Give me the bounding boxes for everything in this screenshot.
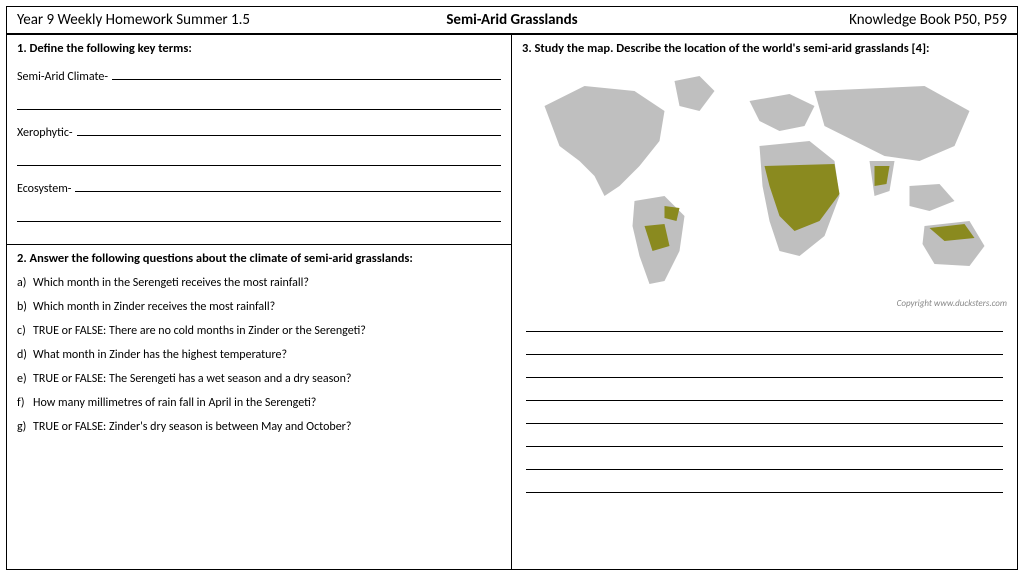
q1-title: 1. Define the following key terms: [17,41,501,56]
answer-line[interactable] [526,414,1003,424]
item-letter: c) [17,324,33,338]
answer-line[interactable] [526,322,1003,332]
list-item: e)TRUE or FALSE: The Serengeti has a wet… [17,372,501,386]
item-letter: f) [17,396,33,410]
item-text: TRUE or FALSE: The Serengeti has a wet s… [33,372,351,386]
answer-line[interactable] [526,437,1003,447]
list-item: c)TRUE or FALSE: There are no cold month… [17,324,501,338]
blank-line[interactable] [75,180,501,192]
term-label: Xerophytic- [17,126,73,140]
blank-line[interactable] [17,210,501,222]
blank-line[interactable] [17,154,501,166]
blank-line[interactable] [112,68,501,80]
map-svg [522,66,1007,296]
header-left: Year 9 Weekly Homework Summer 1.5 [17,11,347,29]
list-item: a)Which month in the Serengeti receives … [17,276,501,290]
term-row: Ecosystem- [17,180,501,196]
q2-list: a)Which month in the Serengeti receives … [17,276,501,434]
item-text: What month in Zinder has the highest tem… [33,348,287,362]
item-letter: d) [17,348,33,362]
q2-title: 2. Answer the following questions about … [17,251,501,266]
list-item: d)What month in Zinder has the highest t… [17,348,501,362]
list-item: f)How many millimetres of rain fall in A… [17,396,501,410]
term-label: Semi-Arid Climate- [17,70,108,84]
map-credit: Copyright www.ducksters.com [522,298,1007,309]
list-item: b)Which month in Zinder receives the mos… [17,300,501,314]
blank-line[interactable] [77,124,501,136]
item-letter: e) [17,372,33,386]
term-row: Semi-Arid Climate- [17,68,501,84]
item-text: TRUE or FALSE: Zinder's dry season is be… [33,420,351,434]
item-text: How many millimetres of rain fall in Apr… [33,396,316,410]
answer-line[interactable] [526,391,1003,401]
answer-line[interactable] [526,483,1003,493]
worksheet: Year 9 Weekly Homework Summer 1.5 Semi-A… [6,6,1018,570]
header-bar: Year 9 Weekly Homework Summer 1.5 Semi-A… [7,7,1017,35]
item-letter: b) [17,300,33,314]
right-column: 3. Study the map. Describe the location … [512,35,1017,569]
item-text: Which month in Zinder receives the most … [33,300,275,314]
world-map [522,66,1007,296]
answer-area [522,309,1007,506]
blank-line[interactable] [17,98,501,110]
left-column: 1. Define the following key terms: Semi-… [7,35,512,569]
answer-line[interactable] [526,460,1003,470]
answer-line[interactable] [526,368,1003,378]
question-1: 1. Define the following key terms: Semi-… [7,35,511,245]
answer-line[interactable] [526,345,1003,355]
term-label: Ecosystem- [17,182,71,196]
item-letter: g) [17,420,33,434]
body: 1. Define the following key terms: Semi-… [7,35,1017,569]
term-row: Xerophytic- [17,124,501,140]
item-text: TRUE or FALSE: There are no cold months … [33,324,366,338]
header-title: Semi-Arid Grasslands [347,11,677,29]
header-right: Knowledge Book P50, P59 [677,11,1007,29]
q3-title: 3. Study the map. Describe the location … [522,41,1007,56]
list-item: g)TRUE or FALSE: Zinder's dry season is … [17,420,501,434]
question-2: 2. Answer the following questions about … [7,245,511,569]
item-text: Which month in the Serengeti receives th… [33,276,309,290]
item-letter: a) [17,276,33,290]
